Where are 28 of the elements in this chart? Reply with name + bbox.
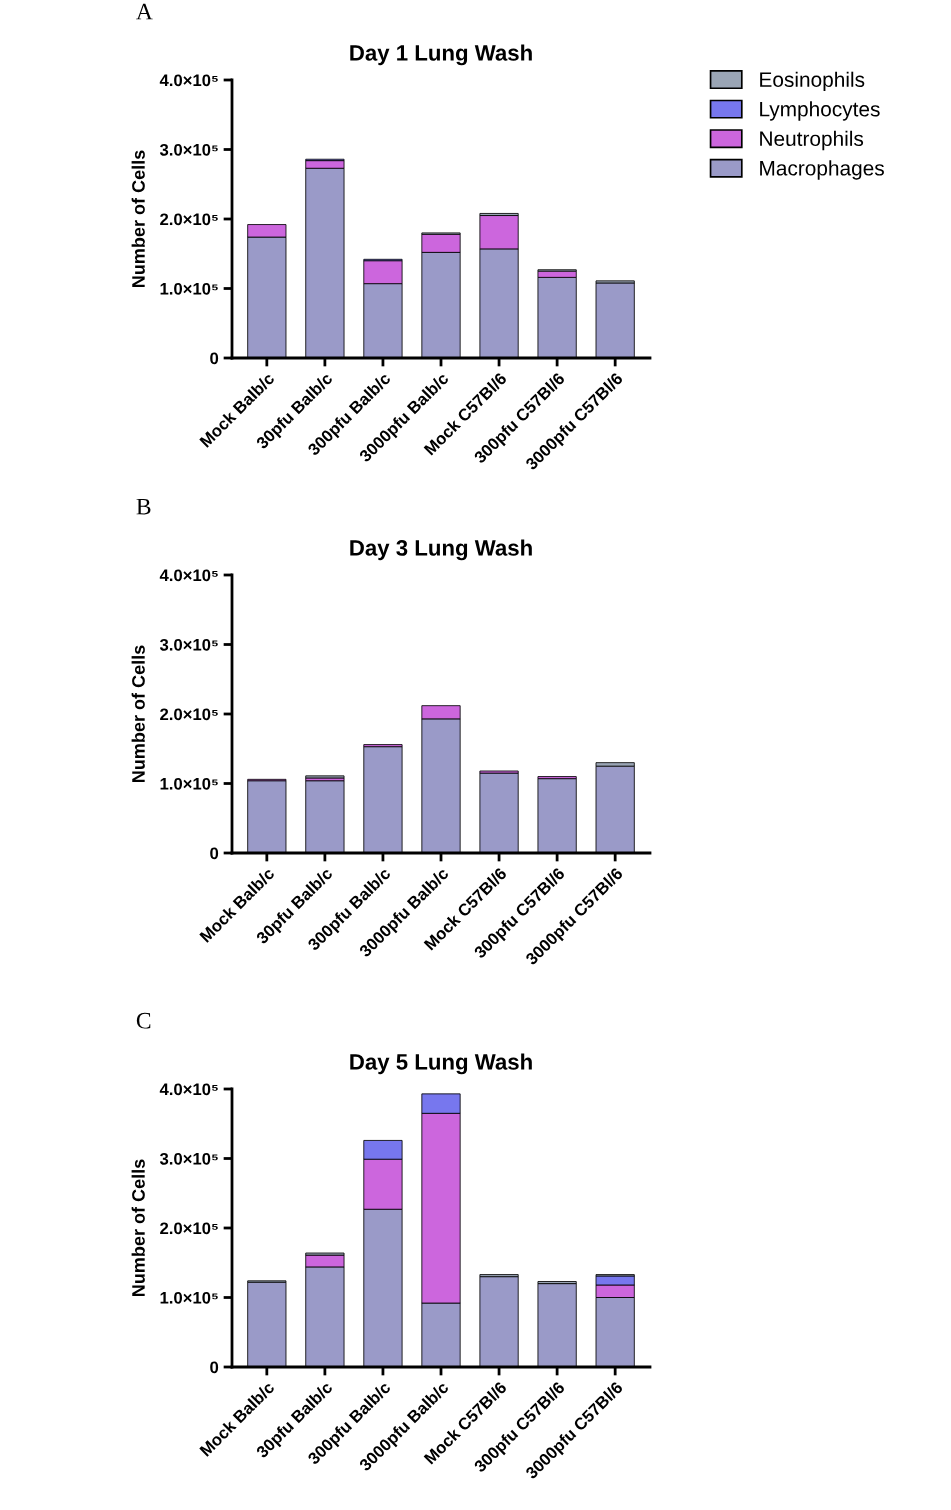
text: C — [136, 1012, 151, 1029]
y-tick-label: 3.0×10⁵ — [159, 143, 218, 156]
legend-label: Macrophages — [760, 160, 884, 180]
legend-label: Neutrophils — [760, 130, 864, 151]
legend-label: Lymphocytes — [760, 101, 880, 121]
y-tick-label: 2.0×10⁵ — [160, 1222, 218, 1235]
y-tick-label: 1.0×10⁵ — [160, 282, 218, 295]
y-axis-title: Number of Cells — [131, 1159, 145, 1297]
y-axis-title: Number of Cells — [131, 150, 145, 288]
chart-title: Day 3 Lung Wash — [350, 539, 532, 561]
y-tick-label: 4.0×10⁵ — [159, 1083, 218, 1096]
y-tick-label: 2.0×10⁵ — [160, 708, 218, 721]
chart-title: Day 1 Lung Wash — [350, 44, 532, 66]
y-tick-label: 3.0×10⁵ — [159, 1152, 218, 1165]
legend-label: Eosinophils — [760, 71, 865, 92]
y-tick-label: 4.0×10⁵ — [159, 74, 218, 87]
y-tick-label: 4.0×10⁵ — [159, 569, 218, 582]
y-tick-label: 0 — [210, 352, 219, 365]
chart-title: Day 5 Lung Wash — [350, 1053, 532, 1075]
text: A — [136, 3, 153, 20]
y-tick-label: 3.0×10⁵ — [159, 638, 218, 651]
y-tick-label: 2.0×10⁵ — [160, 213, 218, 226]
y-tick-label: 1.0×10⁵ — [160, 1291, 218, 1304]
y-tick-label: 1.0×10⁵ — [160, 777, 218, 790]
y-tick-label: 0 — [210, 1361, 219, 1374]
y-axis-title: Number of Cells — [131, 645, 145, 783]
y-tick-label: 0 — [210, 847, 219, 860]
text: B — [136, 498, 151, 515]
